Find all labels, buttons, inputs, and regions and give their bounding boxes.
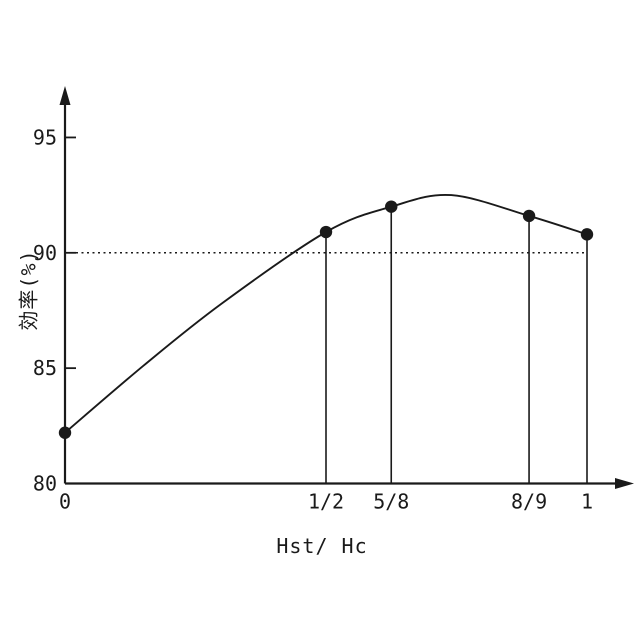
x-axis-title: Hst/ Hc <box>276 534 368 558</box>
data-point-1 <box>580 228 594 241</box>
y-axis-title: 効率(%) <box>16 249 41 331</box>
y-tick-label-95: 95 <box>33 125 57 149</box>
x-tick-label-1: 1 <box>581 490 593 514</box>
data-point-8-9 <box>522 209 536 223</box>
data-point-0 <box>58 426 72 439</box>
y-axis-arrow-icon <box>59 86 71 105</box>
y-tick-label-90: 90 <box>33 241 57 265</box>
x-tick-label-1-2: 1/2 <box>308 490 344 514</box>
x-axis-arrow-icon <box>615 478 634 489</box>
x-tick-label-8-9: 8/9 <box>511 490 547 514</box>
x-tick-label-5-8: 5/8 <box>373 490 409 514</box>
data-point-1-2 <box>319 225 333 239</box>
y-tick-label-80: 80 <box>33 472 57 496</box>
x-tick-label-0: 0 <box>59 490 71 514</box>
y-tick-label-85: 85 <box>33 356 57 380</box>
data-point-5-8 <box>385 200 398 213</box>
